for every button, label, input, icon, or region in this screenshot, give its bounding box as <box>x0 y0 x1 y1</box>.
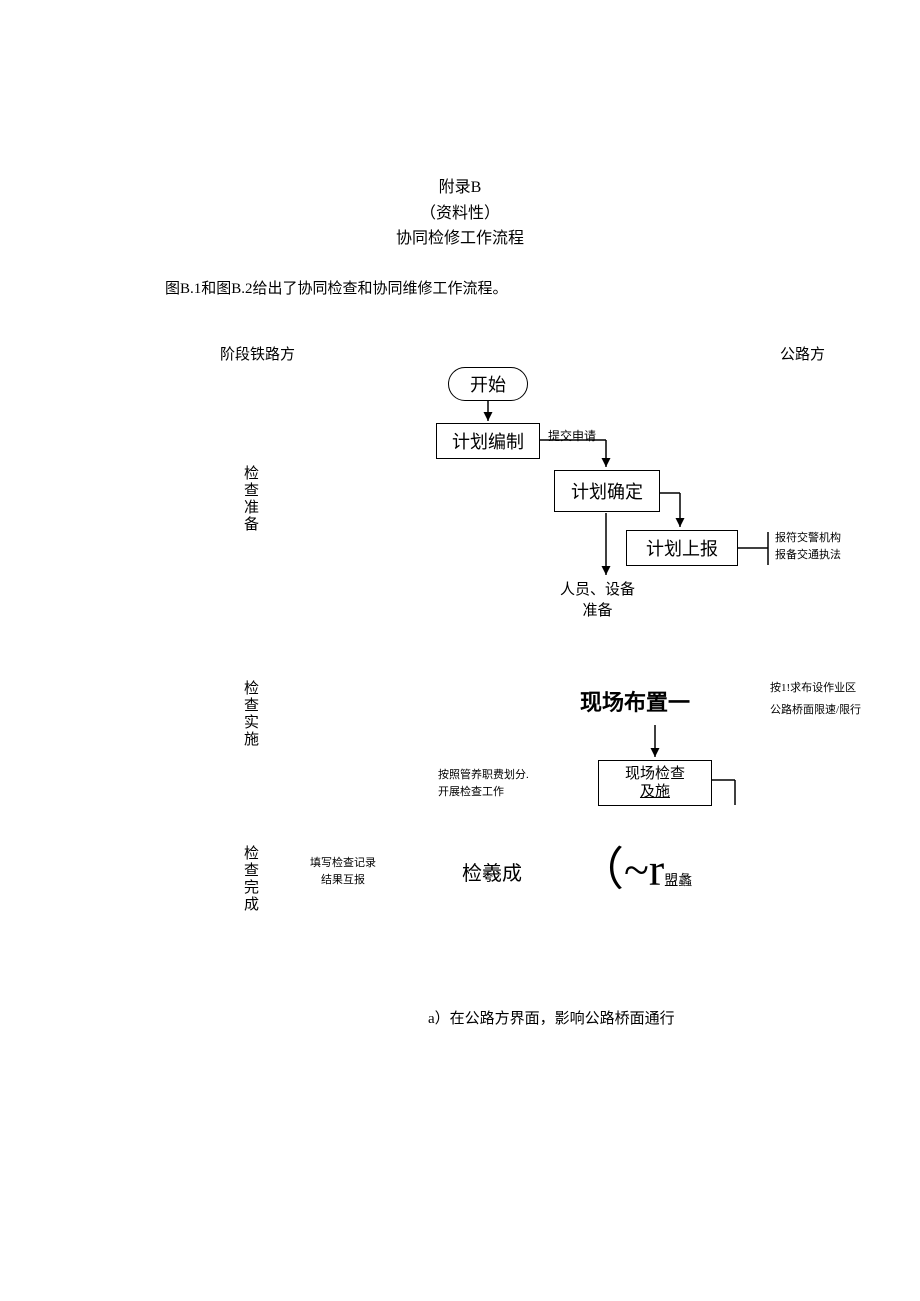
figure-caption: a）在公路方界面，影响公路桥面通行 <box>428 1007 675 1028</box>
node-inspect-done: 检羲成 <box>462 860 522 888</box>
node-personnel: 人员、设备 准备 <box>560 580 635 622</box>
phase-prep: 检查准备 <box>240 465 261 533</box>
col-phase: 阶段 <box>220 347 250 363</box>
flowchart: 阶段铁路方 公路方 检查准备 检查实施 检查完成 开始 计划编制 提交申请 计划… <box>0 335 920 1035</box>
node-start: 开始 <box>448 367 528 401</box>
col-railway: 铁路方 <box>250 347 295 363</box>
site-inspect-l1: 现场检查 <box>625 765 685 783</box>
node-plan-report: 计划上报 <box>626 530 738 566</box>
site-inspect-l2: 及施 <box>640 783 670 801</box>
node-plan-confirm: 计划确定 <box>554 470 660 512</box>
col-highway: 公路方 <box>780 343 825 364</box>
intro-text: 图B.1和图B.2给出了协同检查和协同维修工作流程。 <box>0 252 920 298</box>
header-line-3: 协同检修工作流程 <box>0 226 920 252</box>
header-line-1: 附录B <box>0 175 920 201</box>
note-divide-work: 按照管养职费划分. 开展检查工作 <box>438 767 529 800</box>
note-report-police: 报符交警机构 报备交通执法 <box>775 530 841 563</box>
doc-header: 附录B （资料性） 协同检修工作流程 <box>0 0 920 252</box>
symbol-curly: （~r盟蠡 <box>578 833 692 899</box>
node-plan-compile: 计划编制 <box>436 423 540 459</box>
header-line-2: （资料性） <box>0 201 920 227</box>
phase-impl: 检查实施 <box>240 680 261 748</box>
node-site-inspect: 现场检查 及施 <box>598 760 712 806</box>
phase-done: 检查完成 <box>240 845 261 913</box>
edge-submit: 提交申请 <box>548 427 596 444</box>
note-layout-rules: 按1!求布设作业区 公路桥面限速/限行 <box>770 677 861 721</box>
node-site-layout: 现场布置一 <box>580 685 690 717</box>
note-fill-record: 填写检查记录 结果互报 <box>310 855 376 888</box>
